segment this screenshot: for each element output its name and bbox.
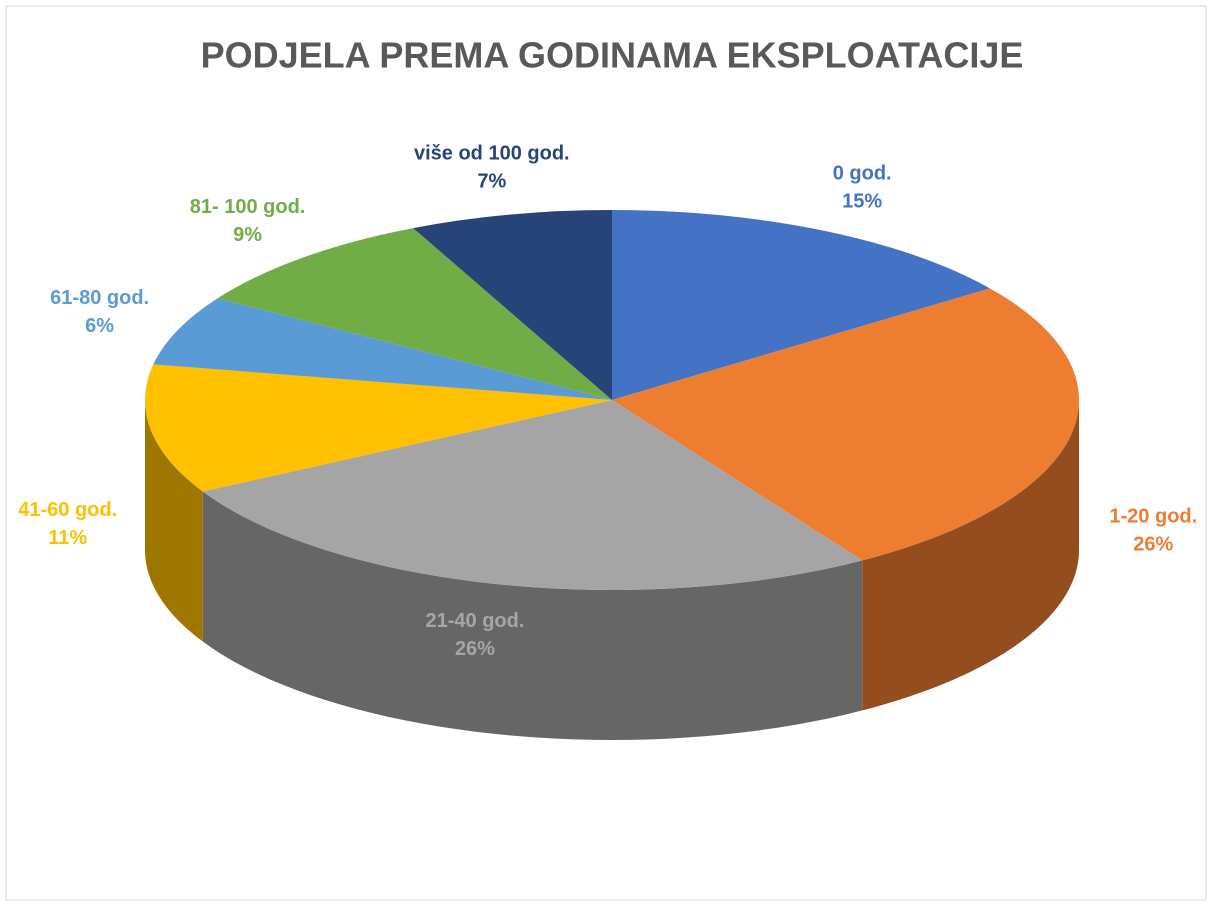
data-label-value: 9% [233,224,262,246]
side-shade [202,491,863,740]
data-label-name: 21-40 god. [425,610,524,632]
pie-slice [153,298,612,400]
pie-side [862,400,1079,711]
data-label-value: 7% [477,171,506,193]
side-shade [862,400,1079,711]
pie-side [202,491,863,740]
pie-slice [612,210,990,400]
data-label-value: 26% [1133,534,1173,556]
chart-title: PODJELA PREMA GODINAMA EKSPLOATACIJE [201,35,1024,76]
data-label-name: 41-60 god. [18,499,117,521]
data-label-value: 15% [842,191,882,213]
pie-side [145,400,203,642]
data-label-name: 81- 100 god. [190,196,306,218]
data-label-name: 1-20 god. [1109,506,1197,528]
pie-slice [217,228,612,400]
pie-slice [413,210,612,400]
data-label-name: 0 god. [833,163,892,185]
data-label-value: 26% [455,638,495,660]
side-shade [145,400,203,642]
pie-slice [202,400,863,590]
pie-slice [612,288,1079,561]
data-label-value: 6% [85,315,114,337]
data-label-value: 11% [48,527,87,549]
data-label-name: 61-80 god. [50,287,149,309]
pie-slice [144,364,612,492]
data-label-name: više od 100 god. [414,143,570,165]
